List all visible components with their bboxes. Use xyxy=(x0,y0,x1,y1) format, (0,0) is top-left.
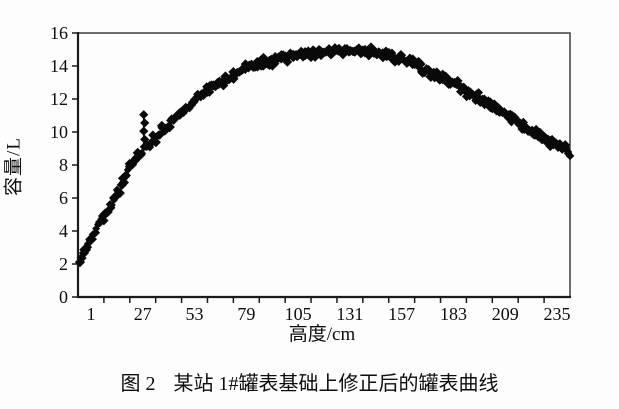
data-point xyxy=(524,125,534,136)
x-tick-label: 157 xyxy=(388,304,415,324)
data-point xyxy=(95,218,104,227)
data-point xyxy=(106,203,116,213)
data-point xyxy=(282,56,293,67)
data-point xyxy=(378,52,388,63)
data-point xyxy=(474,88,484,97)
data-point xyxy=(175,111,184,120)
data-point xyxy=(432,67,441,76)
figure-caption-text: 某站 1#罐表基础上修正后的罐表曲线 xyxy=(173,373,499,395)
data-point xyxy=(300,49,311,61)
data-point xyxy=(560,140,571,151)
data-point xyxy=(234,66,245,77)
data-point xyxy=(110,191,122,202)
data-point xyxy=(121,170,131,181)
data-point xyxy=(148,130,158,140)
figure-caption: 图 2 某站 1#罐表基础上修正后的罐表曲线 xyxy=(0,367,619,396)
x-tick-label: 79 xyxy=(237,304,255,324)
data-point xyxy=(82,242,93,253)
data-point xyxy=(115,188,125,198)
data-point xyxy=(564,147,573,157)
x-tick-label: 105 xyxy=(285,304,312,324)
data-point xyxy=(160,127,170,136)
data-point xyxy=(136,149,146,160)
data-point xyxy=(189,94,200,105)
y-tick-label: 4 xyxy=(59,221,68,241)
data-point xyxy=(444,74,453,83)
x-tick-label: 209 xyxy=(492,304,519,324)
data-point xyxy=(425,71,436,83)
data-point xyxy=(557,143,568,154)
data-point xyxy=(92,224,101,233)
x-tick-label: 183 xyxy=(440,304,467,324)
y-tick-label: 12 xyxy=(50,89,68,109)
data-point xyxy=(366,42,376,51)
y-tick-label: 16 xyxy=(50,23,68,43)
data-point xyxy=(414,63,423,72)
data-point xyxy=(79,244,90,255)
data-point xyxy=(74,257,86,268)
data-point xyxy=(491,104,502,116)
data-point xyxy=(387,48,397,58)
data-point xyxy=(542,138,552,148)
x-tick-label: 131 xyxy=(336,304,363,324)
data-point xyxy=(99,215,109,226)
outlier-point xyxy=(140,134,150,145)
data-point xyxy=(310,53,320,62)
data-point xyxy=(498,108,507,118)
x-tick-label: 27 xyxy=(134,304,152,324)
data-point xyxy=(440,71,451,82)
y-tick-label: 0 xyxy=(59,287,68,307)
data-point xyxy=(452,76,463,86)
data-point xyxy=(163,122,173,132)
y-tick-label: 2 xyxy=(59,254,68,274)
data-point xyxy=(199,89,208,99)
y-tick-label: 10 xyxy=(50,122,68,142)
data-point xyxy=(145,142,155,152)
data-point xyxy=(530,130,540,140)
y-tick-label: 8 xyxy=(59,155,68,175)
data-point xyxy=(358,49,367,58)
data-point xyxy=(110,196,118,204)
plot-border xyxy=(77,32,571,298)
data-point xyxy=(321,47,331,57)
data-point xyxy=(150,137,161,148)
x-axis-title: 高度/cm xyxy=(288,324,356,345)
x-tick-label: 235 xyxy=(544,304,571,324)
outlier-point xyxy=(140,118,150,128)
data-point xyxy=(482,98,493,109)
data-point xyxy=(271,59,280,68)
data-point xyxy=(154,130,164,140)
y-tick-label: 6 xyxy=(59,188,68,208)
data-point xyxy=(85,236,95,246)
data-point xyxy=(458,82,469,93)
data-point xyxy=(399,56,408,65)
data-point xyxy=(509,112,520,123)
y-axis-title: 容量/L xyxy=(3,137,25,196)
x-tick-label: 53 xyxy=(186,304,204,324)
data-point xyxy=(402,58,412,68)
data-point xyxy=(468,89,477,98)
data-point xyxy=(521,122,532,133)
data-point xyxy=(471,96,480,105)
x-tick-label: 1 xyxy=(86,304,95,324)
outlier-point xyxy=(139,126,149,136)
figure-caption-number: 图 2 xyxy=(120,373,156,395)
data-point xyxy=(76,253,86,263)
outlier-point xyxy=(139,110,149,120)
data-point xyxy=(489,101,498,110)
data-point xyxy=(243,63,254,73)
data-point xyxy=(88,230,98,239)
data-point xyxy=(423,66,432,75)
data-point xyxy=(123,165,132,174)
data-point xyxy=(363,45,373,55)
y-tick-label: 14 xyxy=(50,56,68,76)
